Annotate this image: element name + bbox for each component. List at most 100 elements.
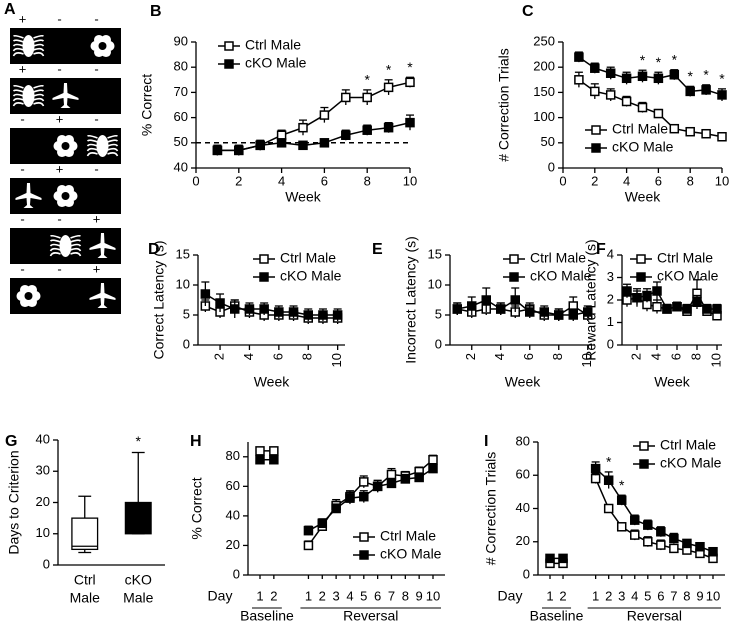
legend-label: Ctrl Male [660,437,716,453]
marker [590,86,600,97]
panel-label: H [190,433,202,450]
x-tick-label: 4 [631,588,638,603]
legend-label: Ctrl Male [380,528,436,544]
icon [70,239,82,243]
x-tick-label: 6 [668,353,683,360]
x-tick-label: 0 [192,173,199,188]
marker [276,130,287,140]
marker [269,454,279,465]
x-tick-label: 1 [305,588,312,603]
marker [276,138,287,148]
legend-label: Ctrl Male [657,250,713,266]
stimulus-sign: - [20,211,24,226]
series-line [457,305,589,316]
stimulus-sign: + [56,161,64,176]
icon [12,47,24,52]
series-line [308,467,434,532]
x-tick-label: 8 [364,173,371,188]
marker [298,140,308,151]
box [124,501,152,535]
icon [33,52,45,57]
x-tick-label: 4 [241,353,256,360]
icon [59,235,72,257]
series-line [217,121,411,152]
y-tick-label: 0 [183,336,190,351]
y-tick-label: 100 [533,109,555,124]
marker [400,474,411,484]
marker [717,132,727,142]
x-tick-label: 8 [300,353,315,360]
icon [89,283,116,308]
panel-label: I [484,433,488,450]
legend-marker [509,272,519,282]
marker [643,537,653,547]
marker [345,493,355,503]
x-tick-label: Male [70,590,101,606]
series-line [578,79,723,138]
marker [682,538,692,549]
marker [630,515,640,525]
icon [50,234,61,239]
x-axis-label: Day [498,588,523,604]
y-tick-label: 250 [533,33,555,48]
marker [621,73,632,84]
stimulus-sign: + [93,211,101,226]
legend-label: Ctrl Male [612,121,668,137]
x-tick-label: 6 [655,173,662,188]
x-axis-label: Week [285,189,322,205]
legend-marker [259,254,269,264]
marker [590,473,601,484]
x-tick-label: 6 [321,173,328,188]
significance-mark: * [719,71,725,87]
marker [682,304,692,314]
legend-label: cKO Male [280,268,342,284]
y-tick-label: 0 [43,556,50,571]
y-tick-label: 0 [523,566,530,581]
marker [496,304,506,314]
marker [685,86,695,97]
icon [86,143,98,147]
marker [643,520,653,530]
marker [341,92,351,103]
y-tick-label: 1 [607,314,614,329]
marker [255,140,265,151]
y-axis-label: Days to Criterion [6,450,22,554]
marker [656,540,666,550]
x-tick-label: 10 [426,588,440,603]
marker [215,298,225,308]
y-tick-label: 150 [533,84,555,99]
icon [70,247,82,252]
legend-label: cKO Male [245,55,307,71]
series-line [204,293,338,316]
stimulus-sign: - [57,211,61,226]
legend-label: cKO Male [380,546,442,562]
stimulus-sign: - [94,111,98,126]
x-tick-label: 2 [559,588,566,603]
y-tick-label: 20 [226,537,240,552]
significance-mark: * [619,477,625,493]
series-line [626,290,717,310]
x-tick-label: 2 [605,588,612,603]
icon [33,102,45,107]
marker [590,63,600,73]
x-tick-label: 2 [211,353,226,360]
y-tick-label: 80 [174,59,188,74]
marker [331,503,341,514]
y-tick-label: 60 [226,478,240,493]
icon [12,93,24,97]
marker [362,125,372,135]
marker [405,77,415,88]
marker [574,75,584,85]
x-tick-label: 10 [708,353,723,367]
y-axis-label: Reward Latency (s) [583,239,599,360]
marker [510,295,520,305]
marker [383,82,394,93]
marker [405,117,415,128]
marker [319,138,330,148]
icon [98,42,107,50]
icon [70,243,82,247]
y-tick-label: 20 [516,533,530,548]
legend-marker [591,143,601,153]
icon [13,84,24,89]
